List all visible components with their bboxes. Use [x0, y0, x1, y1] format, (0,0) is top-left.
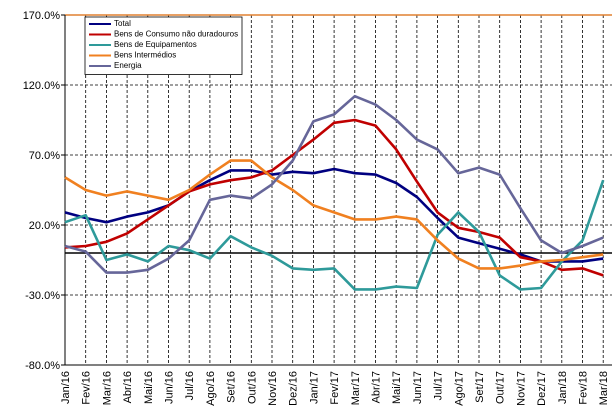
series-line [64, 118, 604, 277]
x-tick-label: Mar/18 [598, 371, 610, 405]
y-tick-label: 70.0% [29, 150, 60, 162]
y-tick-label: 20.0% [29, 220, 60, 232]
x-tick-label: Mai/16 [143, 371, 155, 404]
legend-label: Bens Intermédios [114, 51, 176, 60]
x-tick-label: Abr/16 [122, 371, 134, 403]
y-tick-label: 120.0% [23, 80, 61, 92]
y-tick-label: -80.0% [25, 360, 60, 372]
x-tick-label: Set/16 [226, 371, 238, 403]
x-tick-label: Out/16 [246, 371, 258, 404]
x-tick-label: Dez/17 [536, 371, 548, 406]
x-tick-label: Set/17 [474, 371, 486, 403]
x-tick-label: Jan/16 [60, 371, 72, 404]
x-tick-label: Out/17 [495, 371, 507, 404]
series-line [64, 167, 604, 263]
x-tick-label: Jun/17 [412, 371, 424, 404]
x-tick-label: Jul/16 [184, 371, 196, 400]
x-tick-label: Jan/17 [308, 371, 320, 404]
x-tick-label: Abr/17 [371, 371, 383, 403]
x-tick-label: Ago/16 [205, 371, 217, 406]
series-line [64, 179, 605, 291]
x-tick-label: Jan/18 [557, 371, 569, 404]
x-tick-label: Fev/18 [578, 371, 590, 405]
legend-label: Energia [114, 61, 142, 70]
x-tick-label: Nov/17 [515, 371, 527, 406]
x-tick-label: Mai/17 [391, 371, 403, 404]
y-tick-label: -30.0% [25, 290, 60, 302]
x-tick-label: Mar/16 [101, 371, 113, 405]
legend-box [84, 16, 243, 75]
x-tick-label: Fev/17 [329, 371, 341, 405]
x-tick-label: Mar/17 [350, 371, 362, 405]
x-tick-label: Ago/17 [453, 371, 465, 406]
x-tick-label: Jun/16 [164, 371, 176, 404]
legend-label: Bens de Consumo não duradouros [114, 30, 238, 39]
x-tick-label: Dez/16 [288, 371, 300, 406]
legend-label: Total [114, 19, 131, 28]
x-tick-label: Nov/16 [267, 371, 279, 406]
series-line [64, 159, 604, 270]
series-line [64, 94, 604, 274]
y-tick-label: 170.0% [23, 10, 61, 22]
x-tick-label: Jul/17 [433, 371, 445, 400]
x-tick-label: Fev/16 [81, 371, 93, 405]
legend-label: Bens de Equipamentos [114, 40, 197, 49]
